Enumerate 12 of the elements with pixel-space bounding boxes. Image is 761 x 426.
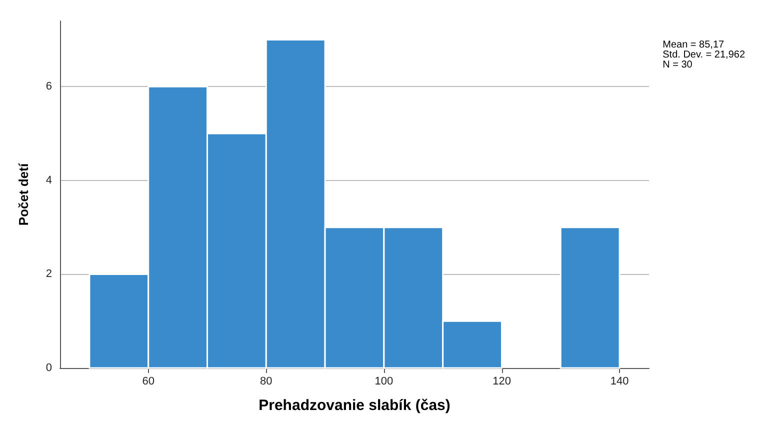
x-tick-label: 60 — [142, 376, 154, 388]
x-tick-label: 140 — [610, 376, 629, 388]
text: Mean = 85,17 Std. Dev. = 21,962 N = 30 — [662, 40, 746, 70]
y-tick-label: 0 — [46, 362, 52, 374]
y-tick-label: 6 — [46, 80, 52, 93]
y-axis-title: Počet detí — [16, 163, 31, 226]
x-tick-label: 120 — [492, 376, 511, 388]
x-axis-title: Prehadzovanie slabík (čas) — [258, 397, 450, 414]
x-tick-label: 100 — [374, 376, 394, 388]
y-tick-label: 4 — [46, 174, 52, 186]
x-tick-label: 80 — [260, 376, 272, 388]
y-tick-label: 2 — [46, 268, 52, 280]
